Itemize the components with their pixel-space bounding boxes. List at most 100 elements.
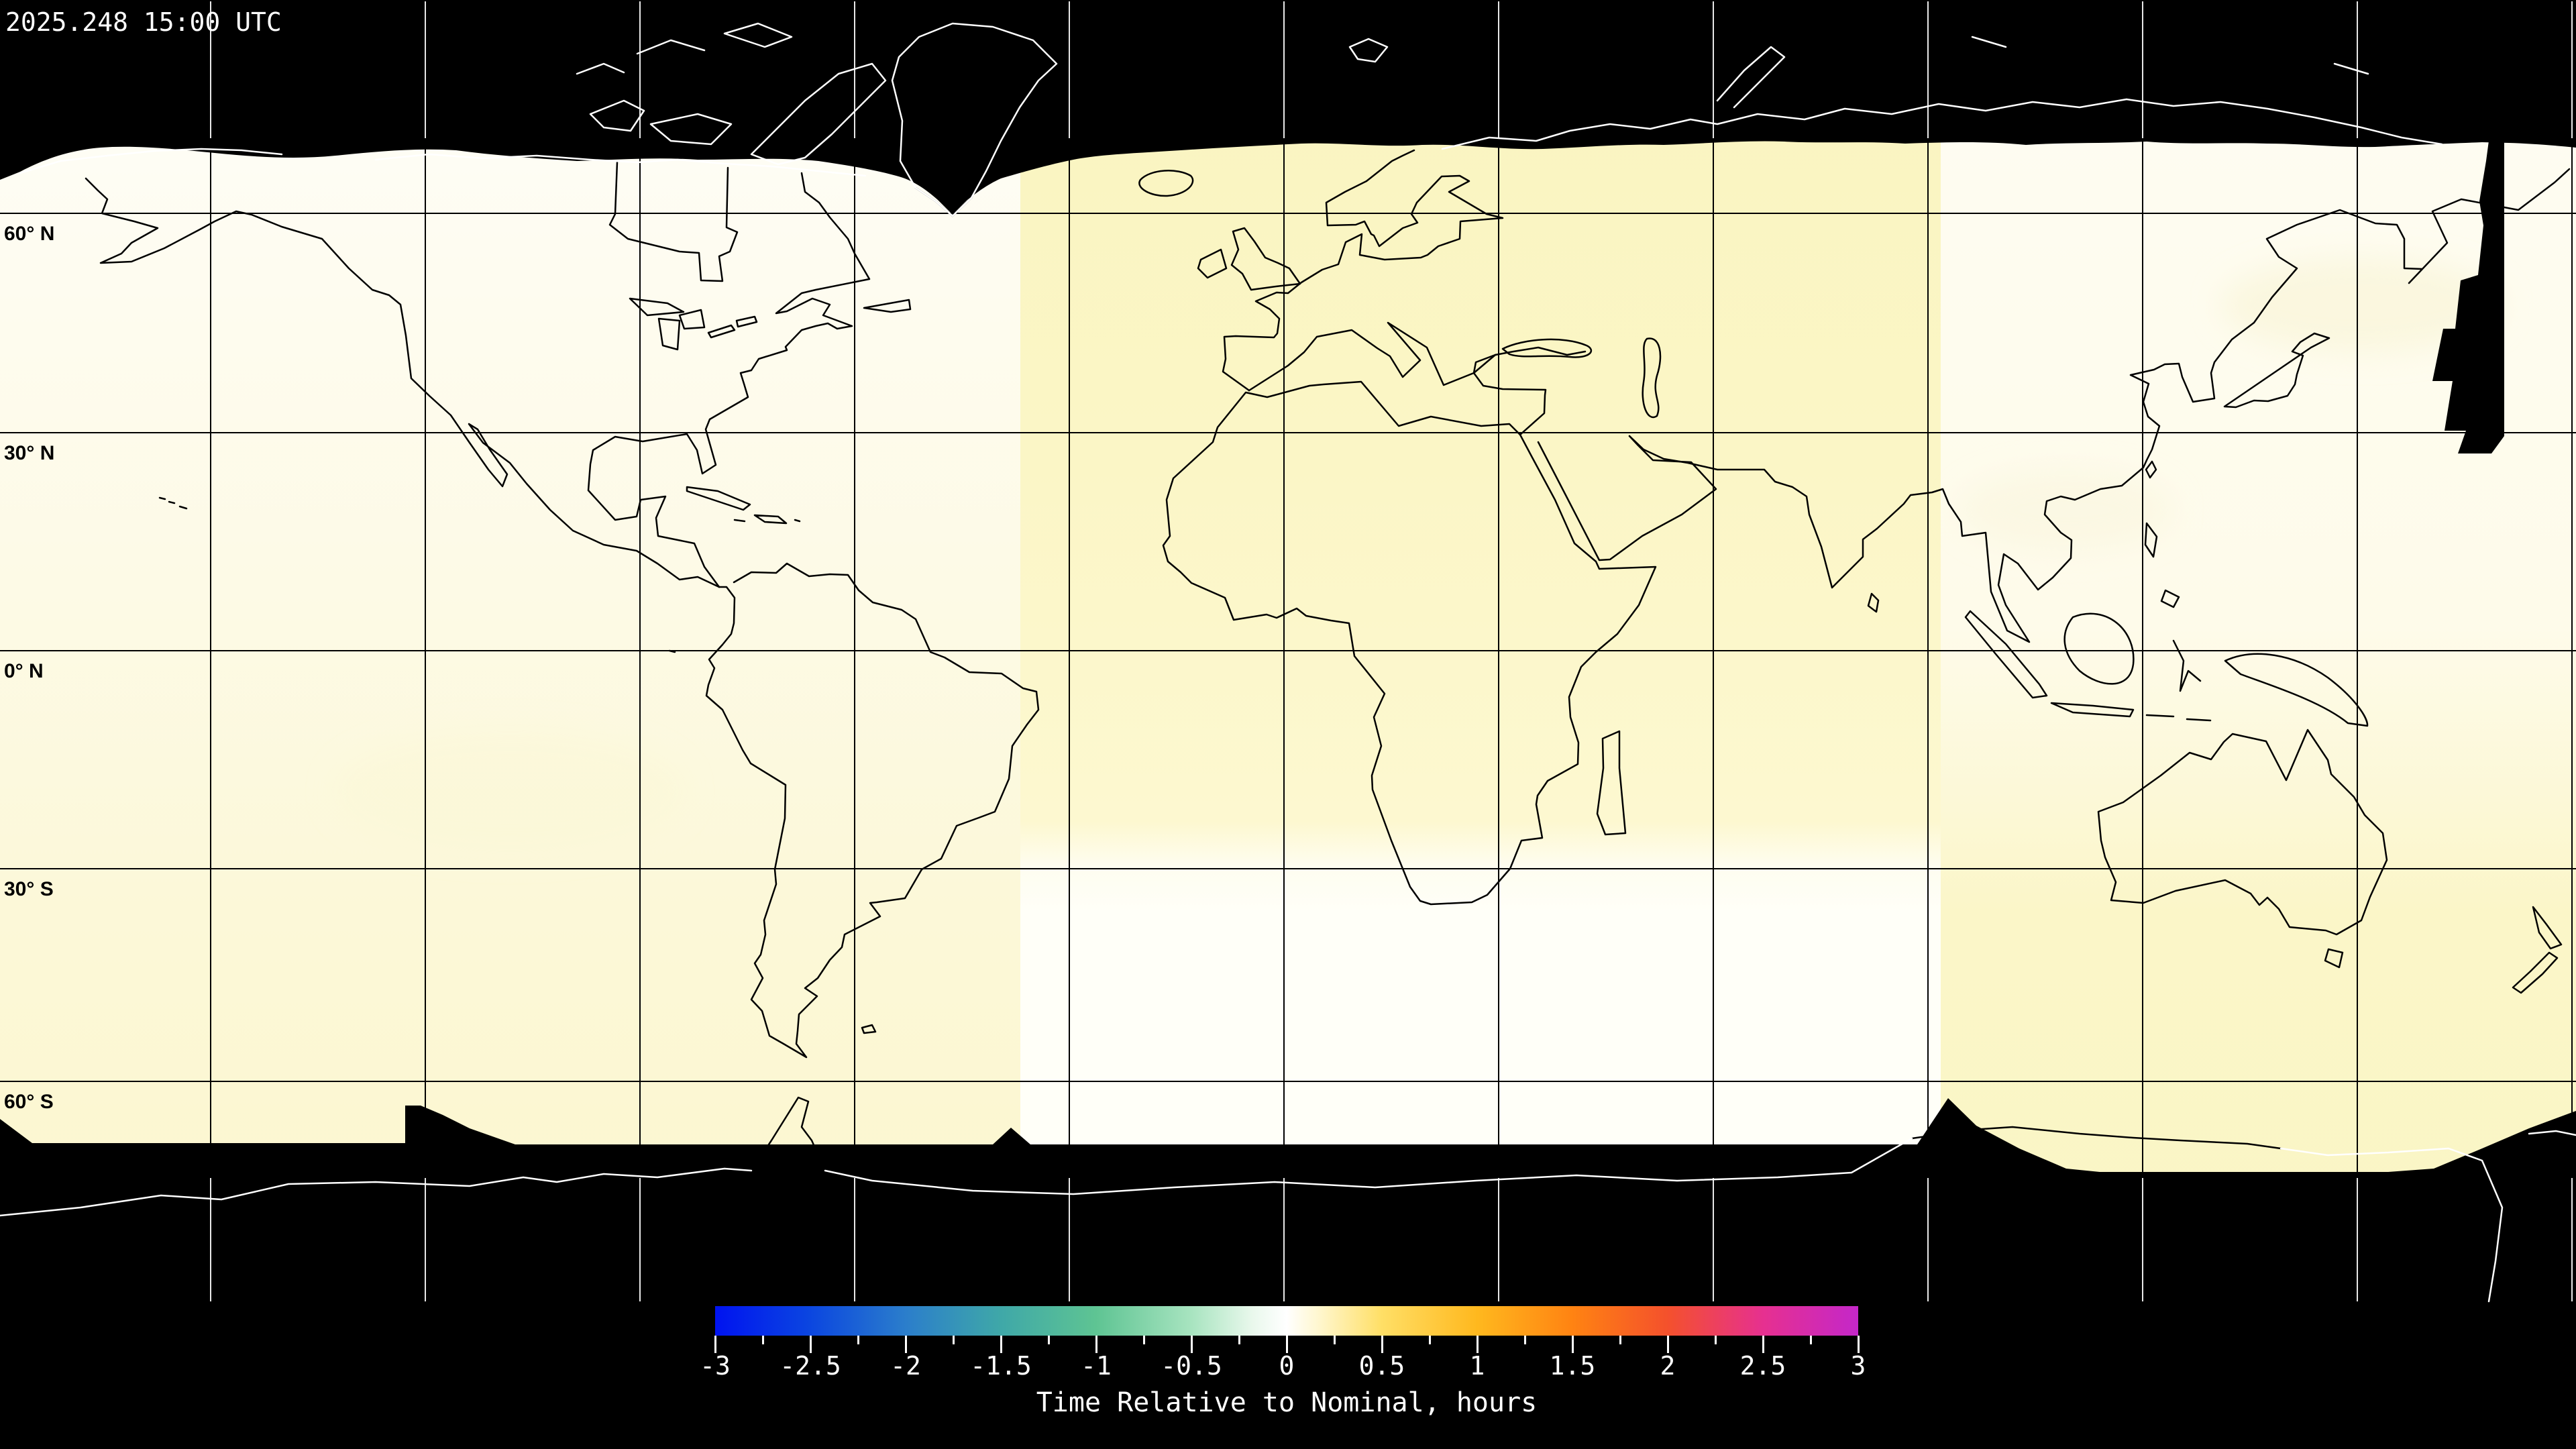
- arabia-coast: [1537, 435, 1717, 561]
- colorbar-major-tick: [1476, 1336, 1479, 1353]
- iceland-coast: [1138, 170, 1194, 197]
- colorbar-tick-label: 1: [1469, 1351, 1485, 1381]
- no-data-regions: [0, 0, 2576, 1304]
- colorbar-tick-label: 2: [1660, 1351, 1676, 1381]
- colorbar-minor-tick: [1523, 1336, 1526, 1344]
- hawaii-islands: [158, 496, 188, 510]
- ireland-coast: [1197, 248, 1228, 279]
- arctic-islands: [576, 22, 793, 75]
- world-map: 2025.248 15:00 UTC 60° N 30° N 0° N 30° …: [0, 0, 2576, 1304]
- colorbar-tick-label: -3: [700, 1351, 731, 1381]
- colorbar-minor-tick: [952, 1336, 955, 1344]
- sulawesi: [2172, 639, 2202, 692]
- arctic-islands-east: [1971, 36, 2369, 75]
- colorbar-major-tick: [1571, 1336, 1574, 1353]
- japan-coast: [2223, 332, 2330, 409]
- observation-time-shading: [0, 0, 2576, 1304]
- colorbar-tick-label: -2: [890, 1351, 921, 1381]
- colorbar-major-tick: [1857, 1336, 1860, 1353]
- sumatra: [1964, 610, 2048, 699]
- lat-label-0n: 0° N: [4, 660, 44, 682]
- tasmania: [2324, 948, 2344, 969]
- colorbar-major-tick: [714, 1336, 716, 1353]
- taiwan: [2145, 460, 2157, 479]
- mediterranean-europe-coast: [1248, 321, 1497, 392]
- colorbar-minor-tick: [857, 1336, 859, 1344]
- lesser-sunda: [2145, 714, 2212, 722]
- europe-coast: [1222, 149, 1504, 392]
- alaska-north-coast: [19, 148, 283, 174]
- colorbar-minor-tick: [1142, 1336, 1145, 1344]
- lat-label-60n: 60° N: [4, 223, 54, 245]
- colorbar-minor-tick: [761, 1336, 764, 1344]
- colorbar-tick-label: 3: [1850, 1351, 1866, 1381]
- south-asia-coast: [1628, 168, 2571, 643]
- colorbar-tick-label: -1.5: [970, 1351, 1032, 1381]
- colorbar-gradient: [715, 1306, 1858, 1336]
- antarctica-coast-far-east: [2528, 1130, 2576, 1136]
- new-guinea: [2224, 653, 2369, 727]
- new-zealand: [2512, 906, 2563, 994]
- colorbar-major-tick: [1285, 1336, 1288, 1353]
- antarctica-coast-west: [0, 1167, 753, 1217]
- colorbar-minor-tick: [1619, 1336, 1621, 1344]
- colorbar-tick-label: 2.5: [1739, 1351, 1786, 1381]
- colorbar-major-tick: [1666, 1336, 1669, 1353]
- coastlines: [85, 149, 2571, 1172]
- caspian-sea: [1642, 337, 1662, 419]
- colorbar-minor-tick: [1047, 1336, 1050, 1344]
- levant-anatolia-coast: [1472, 346, 1587, 436]
- lat-label-60s: 60° S: [4, 1091, 54, 1113]
- swath-gap-wedge: [2432, 141, 2504, 453]
- colorbar-title: Time Relative to Nominal, hours: [1036, 1387, 1538, 1418]
- latitude-labels: 60° N 30° N 0° N 30° S 60° S: [4, 223, 54, 1113]
- antarctica-coast-lit-east: [1911, 1126, 2282, 1150]
- caribbean-islands: [686, 486, 801, 525]
- russia-north-coast: [1441, 98, 2443, 150]
- north-polar-no-data: [0, 0, 2576, 215]
- newfoundland-coast: [863, 299, 912, 313]
- madagascar-coast: [1596, 730, 1627, 836]
- baffin-island: [750, 62, 887, 166]
- greenland-coast: [891, 22, 1058, 217]
- colorbar-major-tick: [1762, 1336, 1764, 1353]
- colorbar-major-tick: [1190, 1336, 1193, 1353]
- colorbar-tick-label: 1.5: [1549, 1351, 1596, 1381]
- novaya-zemlya: [1716, 46, 1786, 109]
- philippines: [2144, 522, 2180, 608]
- colorbar-minor-tick: [1428, 1336, 1431, 1344]
- north-america-coast: [85, 177, 720, 588]
- polar-coastlines: [0, 22, 2576, 1303]
- victoria-island: [649, 113, 733, 146]
- colorbar-major-tick: [809, 1336, 812, 1353]
- colorbar-tick-label: -1: [1081, 1351, 1112, 1381]
- colorbar-tick-label: -2.5: [780, 1351, 841, 1381]
- antarctica-coast-east: [2279, 1147, 2504, 1303]
- lat-label-30s: 30° S: [4, 878, 54, 900]
- antarctic-peninsula: [750, 1096, 826, 1172]
- colorbar-tick-label: 0.5: [1358, 1351, 1405, 1381]
- black-sea: [1501, 338, 1592, 358]
- sri-lanka: [1867, 592, 1880, 613]
- antarctica-coast-mid: [824, 1137, 1913, 1195]
- colorbar-major-tick: [1381, 1336, 1383, 1353]
- banks-island: [589, 99, 645, 132]
- timestamp: 2025.248 15:00 UTC: [5, 7, 282, 37]
- colorbar-tick-label: -0.5: [1161, 1351, 1222, 1381]
- australia-coast: [2097, 729, 2388, 936]
- colorbar-minor-tick: [1238, 1336, 1240, 1344]
- colorbar-minor-tick: [1333, 1336, 1336, 1344]
- hudson-bay-coast: [608, 161, 739, 282]
- java: [2050, 702, 2135, 718]
- great-lakes: [629, 297, 758, 351]
- britain-coast: [1230, 227, 1301, 291]
- lat-label-30n: 30° N: [4, 442, 54, 464]
- africa-coast: [1162, 380, 1657, 906]
- colorbar-tick-label: 0: [1279, 1351, 1295, 1381]
- svalbard: [1348, 38, 1389, 63]
- falkland-islands: [861, 1024, 877, 1034]
- north-america-east-coast: [587, 172, 871, 588]
- colorbar-minor-tick: [1714, 1336, 1717, 1344]
- galapagos: [668, 649, 676, 653]
